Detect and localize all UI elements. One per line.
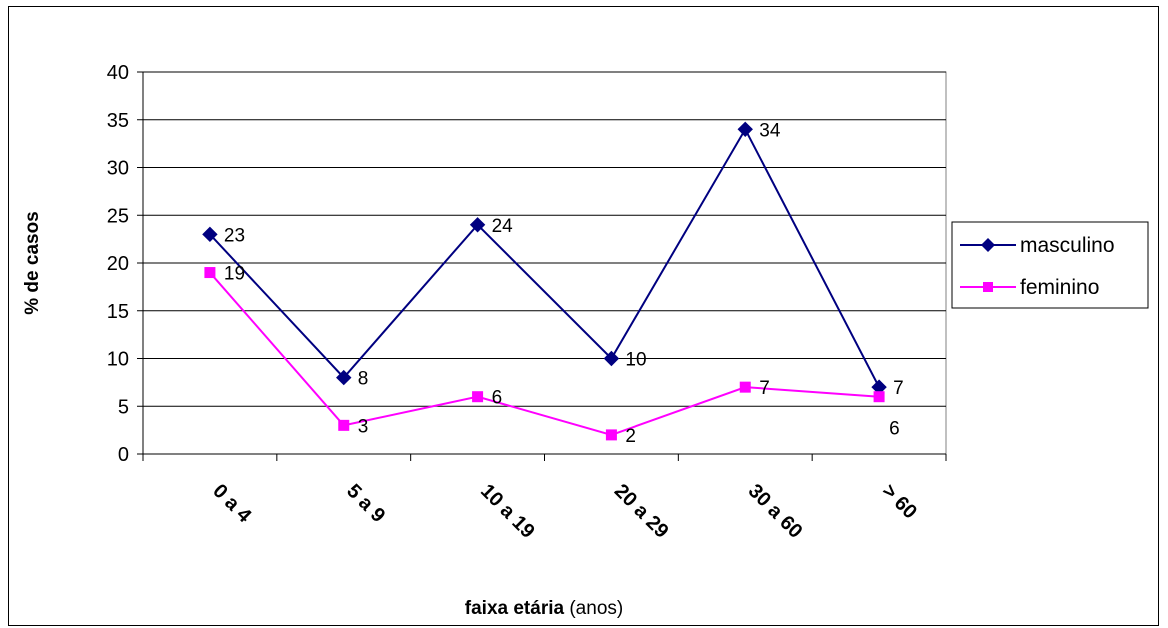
legend-box <box>951 221 1149 309</box>
gridlines <box>143 71 946 407</box>
data-label-feminino-4: 7 <box>759 378 770 399</box>
y-tick-label-20: 20 <box>107 253 129 275</box>
data-labels: 23 8 24 10 34 7 19 3 6 2 7 6 <box>224 120 904 447</box>
x-tick-label-1: 5 a 9 <box>342 480 389 527</box>
marker-feminino-5 <box>873 391 885 403</box>
x-tick-label-4: 30 a 60 <box>744 480 807 543</box>
y-tick-label-35: 35 <box>107 110 129 132</box>
data-label-feminino-5: 6 <box>889 419 900 440</box>
marker-feminino-0 <box>204 267 216 279</box>
marker-masculino-4 <box>737 121 753 138</box>
legend-label-masculino: masculino <box>1020 234 1115 257</box>
legend-marker-masculino <box>981 238 995 252</box>
legend-marker-feminino <box>983 282 993 292</box>
marker-masculino-1 <box>336 369 352 386</box>
axes <box>137 71 947 461</box>
marker-masculino-2 <box>469 217 486 233</box>
x-axis-title: faixa etária (anos) <box>465 598 623 619</box>
x-tick-label-3: 20 a 29 <box>610 480 673 543</box>
marker-masculino-0 <box>202 226 218 243</box>
y-tick-label-5: 5 <box>118 396 129 418</box>
data-label-masculino-0: 23 <box>224 225 245 246</box>
marker-feminino-1 <box>338 419 350 431</box>
data-label-masculino-1: 8 <box>358 369 369 390</box>
data-label-feminino-3: 2 <box>625 426 636 447</box>
series-markers <box>202 121 887 441</box>
y-tick-label-10: 10 <box>107 349 129 371</box>
x-axis-title-bold: faixa etária <box>465 598 565 619</box>
y-tick-label-30: 30 <box>107 158 129 180</box>
legend-label-feminino: feminino <box>1020 276 1099 299</box>
y-tick-label-40: 40 <box>107 62 129 84</box>
x-tick-label-0: 0 a 4 <box>208 480 256 528</box>
legend: masculino feminino <box>960 234 1115 299</box>
y-tick-label-25: 25 <box>107 205 129 227</box>
x-tick-label-5: > 60 <box>878 480 921 523</box>
x-tick-label-2: 10 a 19 <box>476 480 539 543</box>
data-label-feminino-2: 6 <box>492 388 503 409</box>
marker-feminino-2 <box>472 391 484 403</box>
data-label-feminino-1: 3 <box>358 416 369 437</box>
y-tick-label-0: 0 <box>118 444 129 466</box>
y-tick-labels: 0 5 10 15 20 25 30 35 40 <box>107 62 129 466</box>
series-lines <box>209 127 880 436</box>
y-tick-label-15: 15 <box>107 301 129 323</box>
marker-feminino-4 <box>739 381 751 393</box>
data-label-masculino-3: 10 <box>625 350 646 371</box>
data-label-feminino-0: 19 <box>224 264 245 285</box>
series-line-feminino <box>209 271 880 436</box>
x-axis-title-unit: (anos) <box>564 598 623 619</box>
series-line-masculino <box>209 127 880 388</box>
marker-feminino-3 <box>605 429 617 441</box>
y-axis-title: % de casos <box>22 211 43 315</box>
marker-masculino-3 <box>603 350 620 367</box>
data-label-masculino-2: 24 <box>492 216 514 237</box>
data-label-masculino-4: 34 <box>759 120 781 141</box>
data-label-masculino-5: 7 <box>893 378 904 399</box>
x-tick-labels: 0 a 4 5 a 9 10 a 19 20 a 29 30 a 60 > 60 <box>208 480 921 543</box>
